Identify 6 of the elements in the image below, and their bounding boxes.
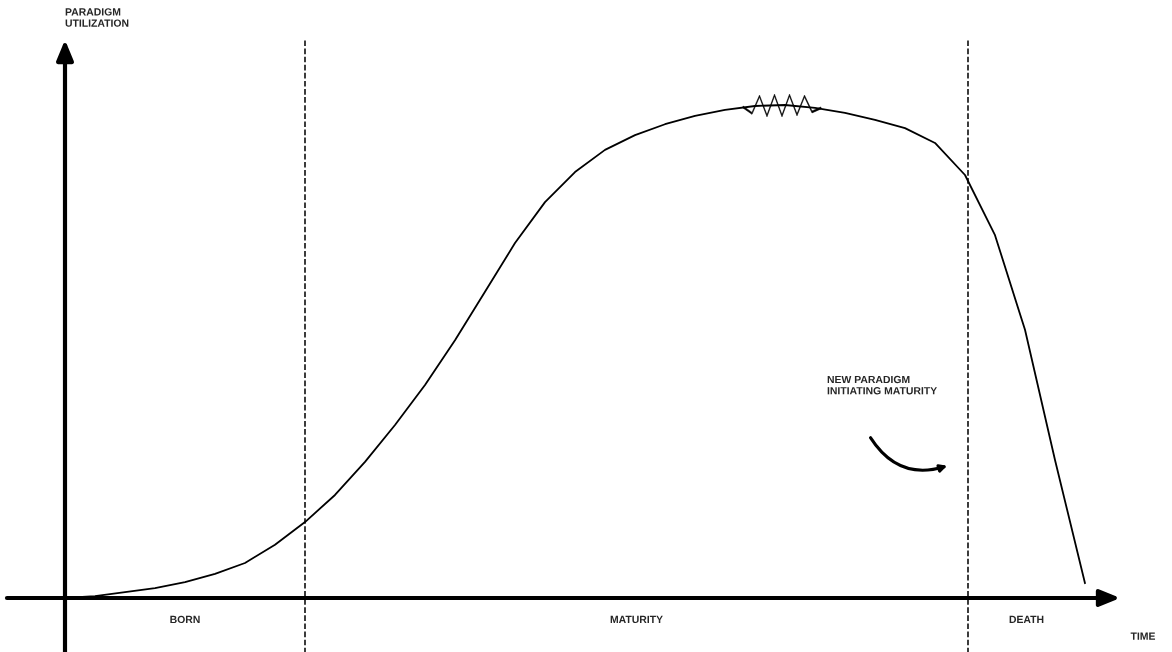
text: BORN <box>170 615 200 624</box>
text: MATURITY <box>610 615 663 624</box>
annotation: NEW PARADIGM INITIATING MATURITY <box>827 375 937 395</box>
x-axis-title: TIME <box>1130 632 1156 640</box>
text: DEATH <box>1009 615 1044 624</box>
text: PARADIGM UTILIZATION <box>65 8 129 27</box>
